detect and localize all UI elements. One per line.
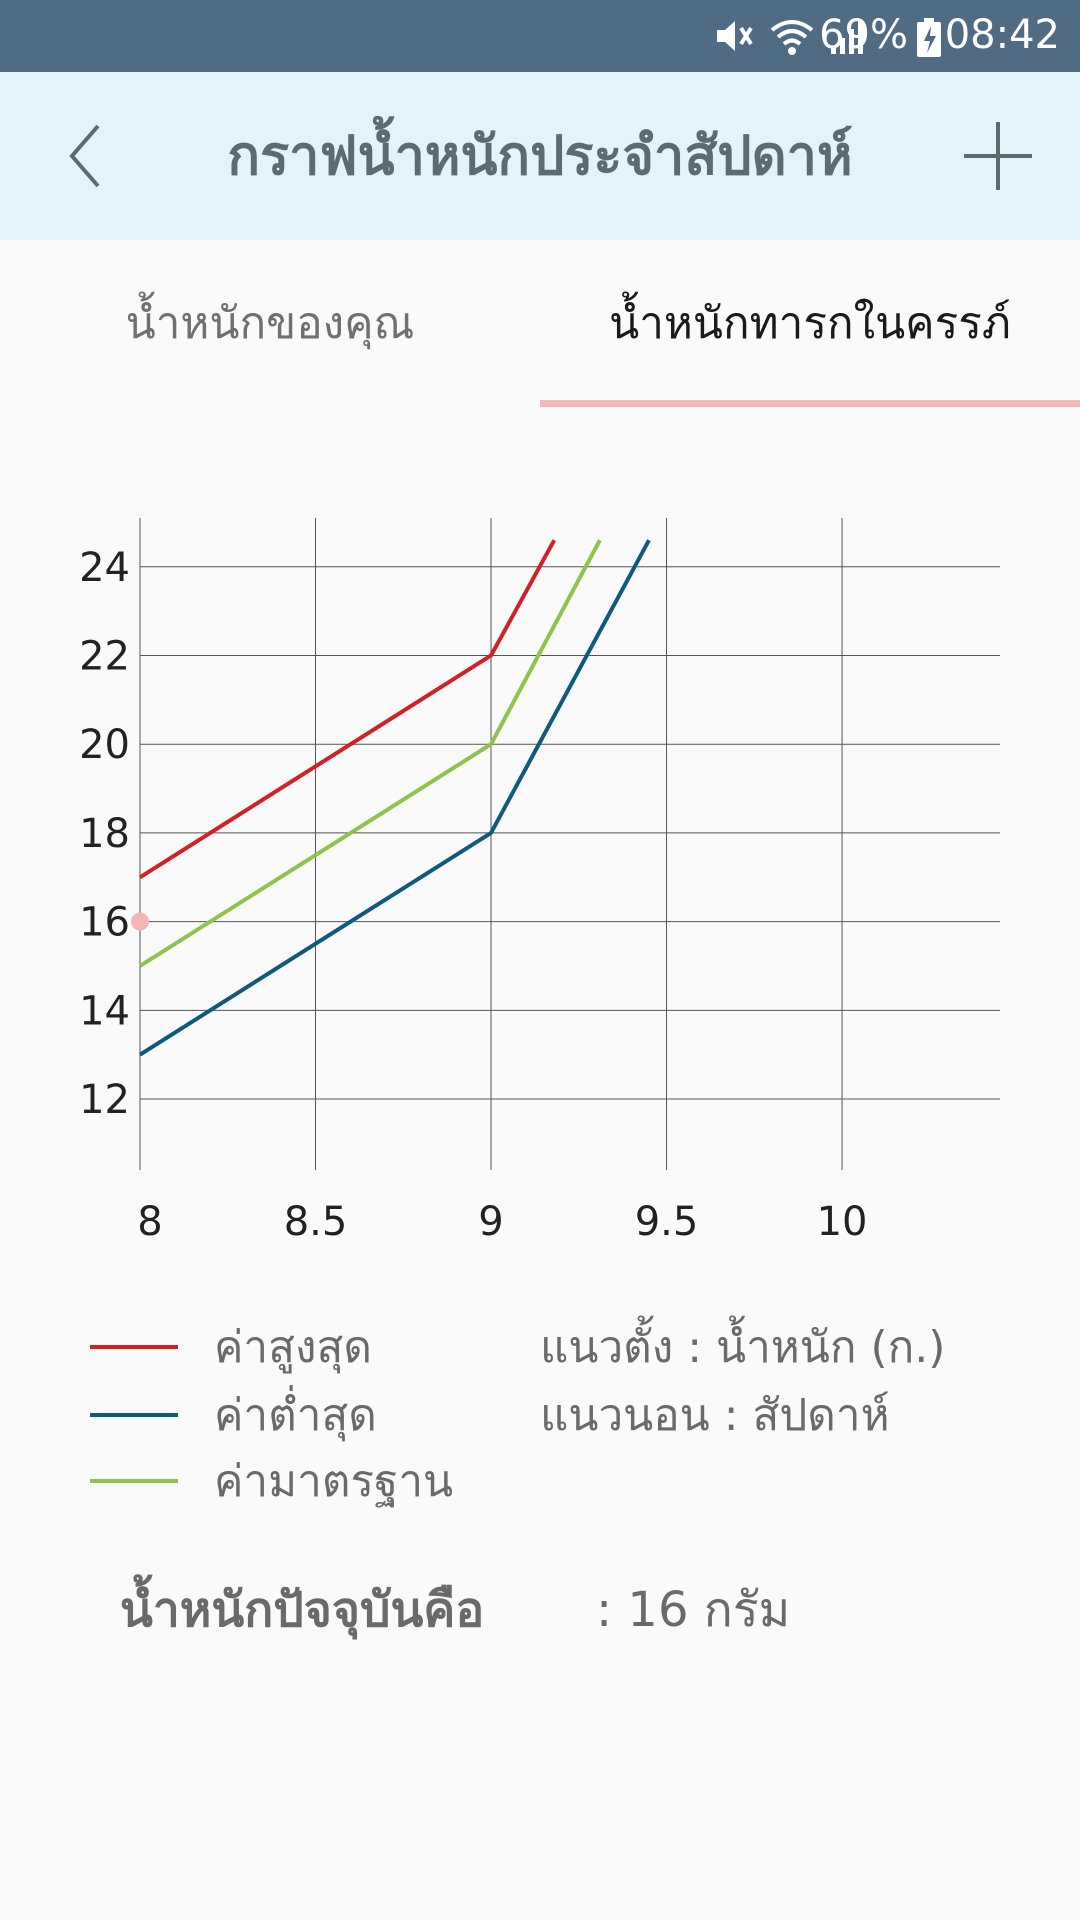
status-icons bbox=[713, 14, 865, 58]
tab-your-weight[interactable]: น้ำหนักของคุณ bbox=[125, 298, 415, 349]
tab-fetal-weight[interactable]: น้ำหนักทารกในครรภ์ bbox=[609, 298, 1011, 349]
tab-indicator bbox=[540, 400, 1080, 407]
y-tick-label: 14 bbox=[79, 988, 130, 1034]
tab-bar: น้ำหนักของคุณ น้ำหนักทารกในครรภ์ bbox=[0, 240, 1080, 408]
legend-item-max: ค่าสูงสุด bbox=[90, 1312, 372, 1382]
horizontal-axis-note: แนวนอน : สัปดาห์ bbox=[540, 1390, 890, 1441]
current-weight-label: น้ำหนักปัจจุบันคือ bbox=[120, 1582, 485, 1638]
y-tick-label: 18 bbox=[79, 811, 130, 857]
x-tick-label: 8.5 bbox=[284, 1199, 348, 1245]
series-line-max bbox=[138, 539, 556, 879]
clock: 08:42 bbox=[944, 12, 1060, 58]
x-tick-label: 9.5 bbox=[635, 1199, 699, 1245]
weight-chart: 8 8.5 9 9.5 10 12 14 16 18 20 22 24 bbox=[79, 518, 1000, 1245]
y-tick-label: 20 bbox=[79, 722, 130, 768]
back-button[interactable] bbox=[62, 120, 112, 192]
legend-item-standard: ค่ามาตรฐาน bbox=[90, 1446, 453, 1516]
add-button[interactable] bbox=[962, 120, 1034, 192]
app-bar: กราฟน้ำหนักประจำสัปดาห์ bbox=[0, 72, 1080, 240]
signal-icon bbox=[831, 20, 863, 54]
x-tick-label: 9 bbox=[478, 1199, 503, 1245]
legend-label-max: ค่าสูงสุด bbox=[214, 1322, 372, 1373]
battery-percentage: 69% bbox=[819, 12, 908, 58]
legend-label-min: ค่าต่ำสุด bbox=[214, 1390, 377, 1441]
status-bar: 69% 08:42 bbox=[0, 0, 1080, 72]
legend-swatch-standard bbox=[90, 1479, 178, 1483]
series-line-standard bbox=[138, 539, 602, 968]
y-tick-label: 16 bbox=[79, 900, 130, 946]
plus-icon bbox=[964, 122, 1032, 190]
battery-charging-icon bbox=[917, 18, 941, 57]
series-line-min bbox=[138, 539, 651, 1057]
legend-label-standard: ค่ามาตรฐาน bbox=[214, 1456, 454, 1507]
mute-icon bbox=[717, 21, 753, 51]
legend-swatch-min bbox=[90, 1413, 178, 1417]
chevron-left-icon bbox=[69, 124, 100, 188]
page-title: กราฟน้ำหนักประจำสัปดาห์ bbox=[227, 124, 853, 187]
vertical-axis-note: แนวตั้ง : น้ำหนัก (ก.) bbox=[540, 1322, 946, 1373]
y-tick-label: 22 bbox=[79, 633, 130, 679]
current-weight-value: : 16 กรัม bbox=[596, 1582, 791, 1638]
x-tick-label: 8 bbox=[137, 1199, 162, 1245]
wifi-icon bbox=[770, 20, 814, 55]
legend-item-min: ค่าต่ำสุด bbox=[90, 1380, 377, 1450]
y-tick-label: 12 bbox=[79, 1077, 130, 1123]
x-tick-label: 10 bbox=[817, 1199, 868, 1245]
current-weight-point bbox=[131, 912, 149, 931]
y-tick-label: 24 bbox=[79, 545, 130, 591]
legend-swatch-max bbox=[90, 1345, 178, 1349]
